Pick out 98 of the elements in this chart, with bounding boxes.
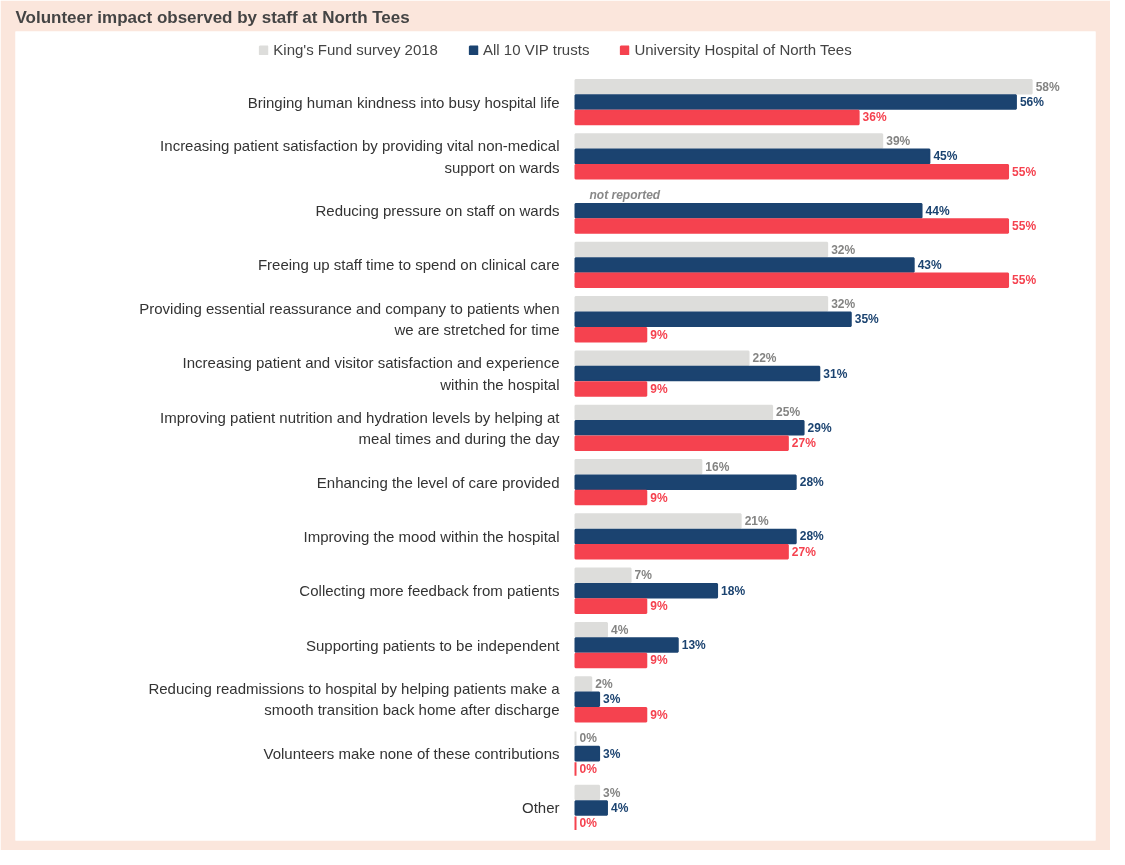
data-label: 28% (799, 529, 825, 544)
data-label: 28% (799, 475, 825, 490)
bar (574, 78, 1033, 95)
data-label: 36% (862, 110, 887, 125)
data-label: 9% (650, 381, 668, 396)
data-label: 2% (595, 676, 613, 691)
bar (574, 544, 789, 560)
legend-label: All 10 VIP trusts (482, 41, 590, 58)
data-label: 9% (650, 707, 668, 722)
legend-label: University Hospital of North Tees (634, 41, 852, 58)
y-tick-label: Freeing up staff time to spend on clinical care (257, 256, 560, 274)
bar (574, 420, 805, 436)
bar (574, 528, 797, 545)
data-label: 0% (579, 816, 598, 831)
data-label: 29% (807, 420, 832, 435)
y-tick-label: Bringing human kindness into busy hospital life (247, 93, 560, 111)
data-label: 16% (705, 459, 730, 474)
data-label: 25% (776, 405, 801, 420)
bar (574, 474, 797, 490)
data-label: 13% (681, 638, 707, 653)
data-label: 55% (1012, 273, 1037, 288)
data-label: 58% (1035, 79, 1060, 94)
bar (574, 350, 750, 366)
bar (574, 257, 915, 273)
data-label: 18% (721, 583, 746, 598)
bar (574, 691, 601, 708)
data-label: 55% (1012, 164, 1037, 179)
data-label: 0% (579, 731, 598, 746)
y-tick-label: Volunteers make none of these contributions (263, 745, 560, 763)
y-tick-label: Other (521, 799, 560, 817)
text: Volunteer impact observed by staff at North Tees (15, 7, 410, 27)
data-label: 39% (886, 134, 911, 148)
bar (574, 381, 648, 397)
bar (574, 296, 829, 312)
legend-label: King's Fund survey 2018 (273, 41, 438, 58)
data-label: 45% (933, 149, 958, 164)
data-label: 21% (744, 514, 769, 529)
bar (574, 745, 601, 762)
y-tick-label: Reducing pressure on staff on wards (315, 202, 560, 220)
y-tick-label: Collecting more feedback from patients (299, 582, 560, 600)
data-label: 3% (603, 746, 621, 761)
data-label: 55% (1012, 219, 1037, 234)
data-label: 3% (603, 785, 621, 800)
bar (574, 272, 1010, 289)
bar (574, 513, 742, 529)
y-tick-label: Providing essential reassurance and company to patients when we are stretched for time (139, 300, 560, 339)
data-label: 44% (925, 203, 950, 218)
data-label: 32% (831, 242, 856, 257)
data-label: 22% (752, 351, 777, 366)
bar (574, 637, 679, 653)
y-tick-label: Improving patient nutrition and hydration levels by helping at meal times and during the day (160, 408, 561, 447)
bar (574, 652, 648, 669)
data-label: 3% (603, 692, 621, 707)
bar (574, 218, 1010, 234)
bar (574, 241, 829, 258)
bar (574, 133, 884, 149)
bar (574, 326, 648, 343)
y-tick-label: Enhancing the level of care provided (316, 473, 560, 491)
bar (574, 784, 601, 801)
data-label: 9% (650, 490, 668, 505)
data-label: 31% (823, 366, 848, 381)
bar (574, 459, 703, 475)
bar (574, 148, 931, 165)
annotation: not reported (589, 188, 661, 203)
y-tick-label: Improving the mood within the hospital (303, 527, 560, 545)
data-label: 9% (650, 653, 668, 668)
data-label: 56% (1019, 95, 1045, 110)
bar (574, 598, 648, 614)
bar (574, 94, 1017, 110)
data-label: 4% (610, 622, 629, 637)
bar (574, 800, 608, 816)
bar (574, 582, 719, 599)
y-tick-label: Reducing readmissions to hospital by helping patients make a smooth transition back home after discharge (148, 680, 561, 719)
data-label: 7% (634, 568, 653, 583)
data-label: 9% (650, 327, 668, 342)
data-label: 27% (791, 436, 817, 451)
bar (574, 311, 852, 328)
bar (574, 489, 648, 506)
bar (574, 202, 923, 219)
bar (574, 435, 789, 452)
bar (574, 567, 632, 584)
bar (574, 163, 1010, 180)
bar (574, 621, 608, 638)
bar (574, 404, 774, 421)
data-label: 4% (610, 800, 629, 815)
bar (574, 365, 821, 382)
data-label: 43% (917, 257, 943, 272)
y-tick-label: Increasing patient and visitor satisfaction and experience within the hospital (182, 354, 560, 393)
y-tick-label: Supporting patients to be independent (305, 636, 561, 654)
bar (574, 676, 593, 692)
data-label: 9% (650, 599, 668, 614)
bar (574, 706, 648, 723)
bar (574, 109, 860, 126)
data-label: 0% (579, 762, 598, 777)
data-label: 27% (791, 544, 817, 559)
data-label: 32% (831, 296, 856, 311)
y-tick-label: Increasing patient satisfaction by providing vital non-medical support on wards (160, 137, 560, 176)
data-label: 35% (854, 312, 880, 327)
